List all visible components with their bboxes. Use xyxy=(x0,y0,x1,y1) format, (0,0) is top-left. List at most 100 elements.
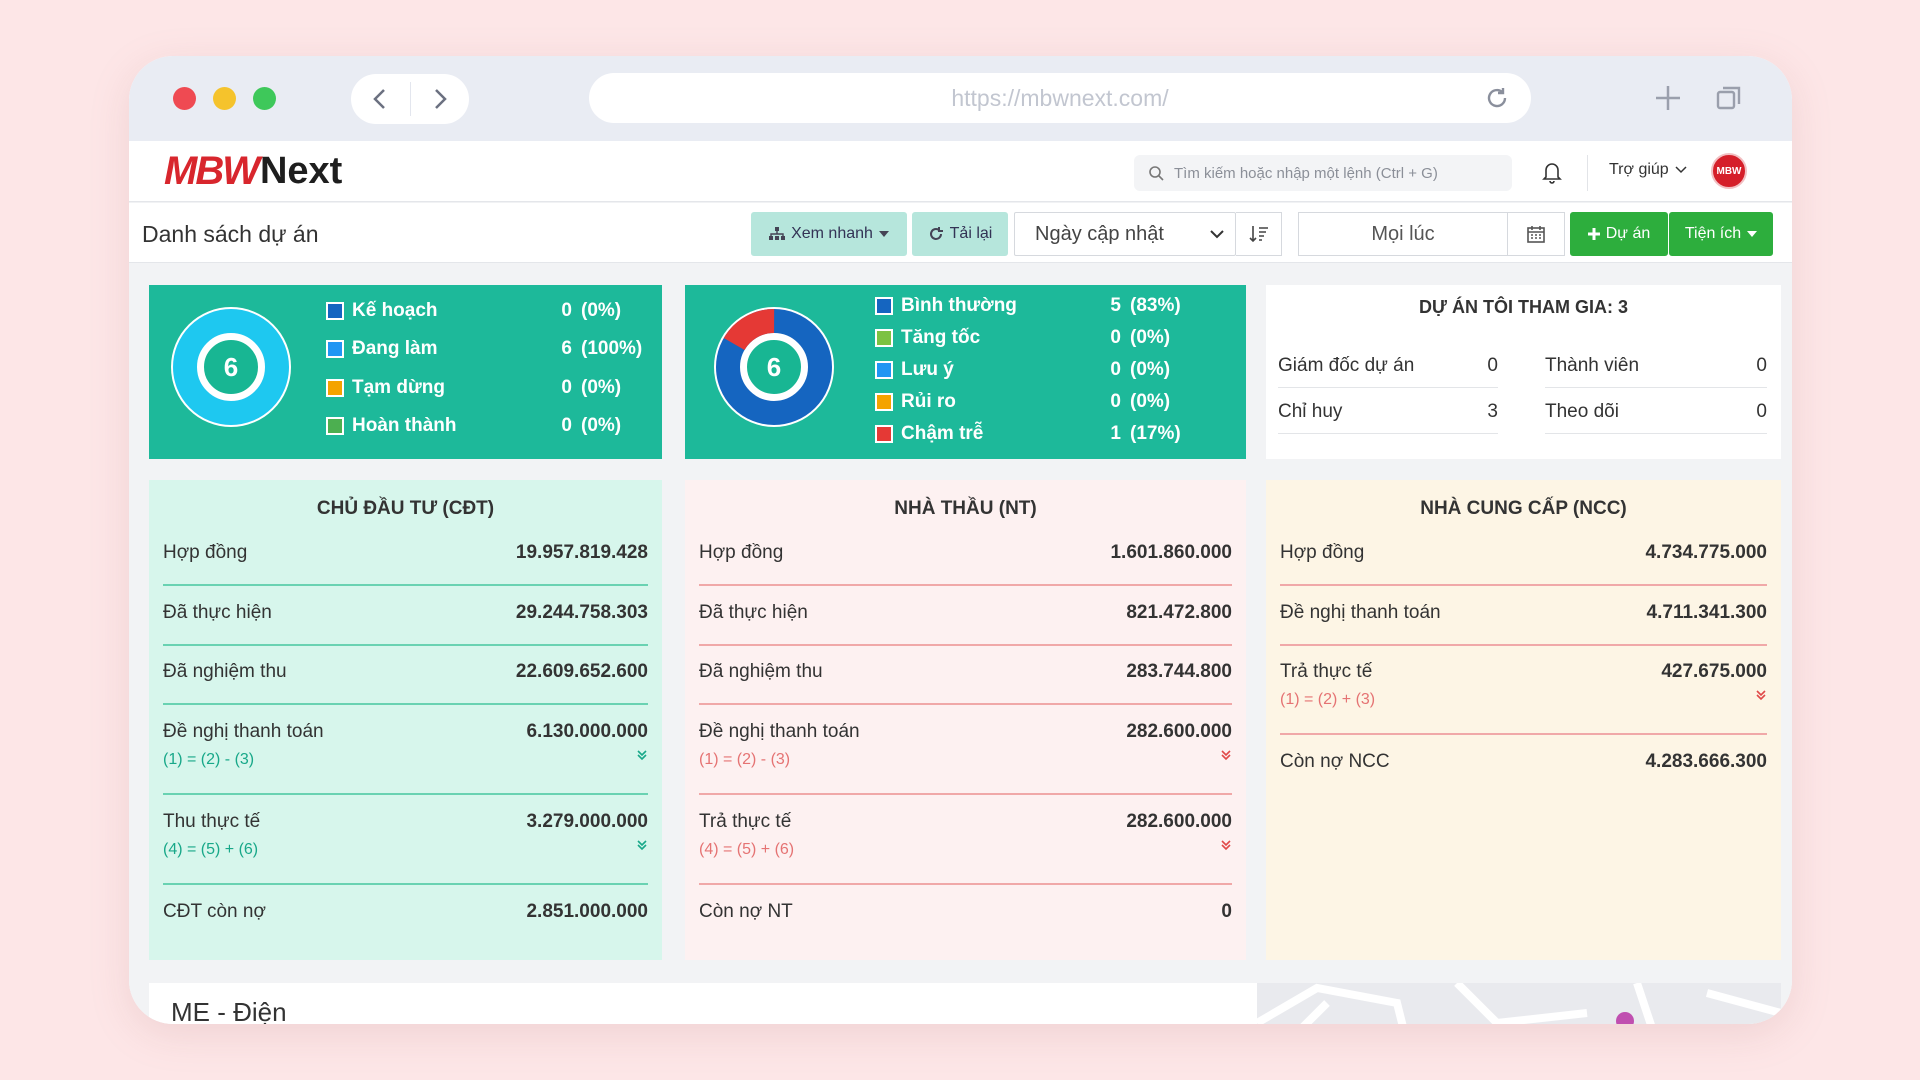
finance-value: 821.472.800 xyxy=(1126,602,1232,623)
legend-row[interactable]: Lưu ý 0 (0%) xyxy=(875,359,1170,381)
legend-row[interactable]: Bình thường 5 (83%) xyxy=(875,295,1181,317)
finance-row[interactable]: Còn nợ NT 0 xyxy=(699,901,1232,923)
legend-percent: (0%) xyxy=(1130,359,1171,380)
project-map[interactable] xyxy=(1257,983,1781,1024)
legend-swatch xyxy=(326,302,344,320)
role-count: 0 xyxy=(1756,401,1767,422)
finance-row[interactable]: Đã nghiệm thu 283.744.800 xyxy=(699,661,1232,683)
finance-label: Đã thực hiện xyxy=(699,602,808,623)
map-roads xyxy=(1257,983,1781,1024)
finance-row[interactable]: Đề nghị thanh toán 282.600.000 (1) = (2) … xyxy=(699,721,1232,781)
legend-row[interactable]: Đang làm 6 (100%) xyxy=(326,338,642,360)
legend-count: 0 xyxy=(1110,359,1121,380)
double-chevron-down-icon[interactable] xyxy=(636,839,648,851)
logo-mbw-text: MBW xyxy=(164,148,260,193)
search-input[interactable] xyxy=(1174,164,1494,182)
new-tab-icon[interactable] xyxy=(1653,83,1683,113)
member-role-row[interactable]: Chỉ huy 3 xyxy=(1278,401,1498,434)
member-role-row[interactable]: Thành viên 0 xyxy=(1545,355,1767,388)
address-bar[interactable]: https://mbwnext.com/ xyxy=(589,73,1531,123)
legend-percent: (0%) xyxy=(1130,327,1171,348)
finance-row[interactable]: Hợp đồng 4.734.775.000 xyxy=(1280,542,1767,564)
member-role-row[interactable]: Theo dõi 0 xyxy=(1545,401,1767,434)
finance-row[interactable]: Đã nghiệm thu 22.609.652.600 xyxy=(163,661,648,683)
browser-chrome: https://mbwnext.com/ xyxy=(129,56,1792,141)
finance-row[interactable]: CĐT còn nợ 2.851.000.000 xyxy=(163,901,648,923)
map-pin-icon[interactable] xyxy=(1616,1012,1634,1024)
legend-row[interactable]: Kế hoạch 0 (0%) xyxy=(326,300,621,322)
finance-value: 2.851.000.000 xyxy=(526,901,648,922)
legend-count: 0 xyxy=(561,415,572,436)
finance-row[interactable]: Đã thực hiện 821.472.800 xyxy=(699,602,1232,624)
finance-label: Thu thực tế xyxy=(163,811,261,832)
role-count: 0 xyxy=(1487,355,1498,376)
status-total: 6 xyxy=(224,352,238,382)
legend-swatch xyxy=(875,425,893,443)
project-card[interactable]: ME - Điện xyxy=(149,983,1266,1024)
legend-row[interactable]: Chậm trễ 1 (17%) xyxy=(875,423,1181,445)
utilities-label: Tiện ích xyxy=(1684,225,1742,242)
date-range-input[interactable]: Mọi lúc xyxy=(1298,212,1508,256)
reload-button[interactable]: Tải lại xyxy=(912,212,1008,256)
finance-row[interactable]: Đề nghị thanh toán 4.711.341.300 xyxy=(1280,602,1767,624)
member-role-row[interactable]: Giám đốc dự án 0 xyxy=(1278,355,1498,388)
maximize-window-button[interactable] xyxy=(253,87,276,110)
investor-title: CHỦ ĐẦU TƯ (CĐT) xyxy=(316,498,495,519)
chevron-down-icon xyxy=(1675,166,1687,174)
sort-field-value: Ngày cập nhật xyxy=(1035,222,1164,245)
finance-row[interactable]: Hợp đồng 1.601.860.000 xyxy=(699,542,1232,564)
finance-formula: (1) = (2) - (3) xyxy=(699,751,791,768)
back-button[interactable] xyxy=(351,74,410,124)
notifications-bell-icon[interactable] xyxy=(1542,160,1562,184)
legend-row[interactable]: Rủi ro 0 (0%) xyxy=(875,391,1170,413)
url-text: https://mbwnext.com/ xyxy=(951,84,1169,111)
sort-direction-button[interactable] xyxy=(1236,212,1282,256)
forward-button[interactable] xyxy=(411,74,470,124)
legend-count: 1 xyxy=(1110,423,1121,444)
mbw-next-logo[interactable]: MBW Next xyxy=(164,148,343,193)
legend-row[interactable]: Hoàn thành 0 (0%) xyxy=(326,415,621,437)
quick-view-button[interactable]: Xem nhanh xyxy=(751,212,907,256)
reload-icon[interactable] xyxy=(1485,86,1509,110)
project-status-card: 6 Kế hoạch 0 (0%) Đang làm 6 (100%) Tạm … xyxy=(149,285,662,459)
supplier-finance-card: NHÀ CUNG CẤP (NCC) Hợp đồng 4.734.775.000… xyxy=(1266,480,1781,960)
utilities-button[interactable]: Tiện ích xyxy=(1669,212,1773,256)
legend-count: 0 xyxy=(1110,391,1121,412)
calendar-button[interactable] xyxy=(1508,212,1565,256)
tabs-overview-icon[interactable] xyxy=(1715,84,1743,112)
legend-percent: (17%) xyxy=(1130,423,1181,444)
role-label: Thành viên xyxy=(1545,355,1640,376)
legend-row[interactable]: Tăng tốc 0 (0%) xyxy=(875,327,1170,349)
finance-row[interactable]: Trả thực tế 427.675.000 (1) = (2) + (3) xyxy=(1280,661,1767,721)
legend-label: Chậm trễ xyxy=(901,423,984,444)
finance-row[interactable]: Hợp đồng 19.957.819.428 xyxy=(163,542,648,564)
finance-value: 4.283.666.300 xyxy=(1645,751,1767,772)
double-chevron-down-icon[interactable] xyxy=(636,749,648,761)
finance-row[interactable]: Đề nghị thanh toán 6.130.000.000 (1) = (2… xyxy=(163,721,648,781)
logo-next-text: Next xyxy=(259,149,343,192)
global-search[interactable] xyxy=(1134,155,1512,191)
legend-row[interactable]: Tạm dừng 0 (0%) xyxy=(326,377,621,399)
double-chevron-down-icon[interactable] xyxy=(1220,839,1232,851)
sort-field-select[interactable]: Ngày cập nhật xyxy=(1014,212,1236,256)
legend-label: Bình thường xyxy=(901,295,1017,316)
close-window-button[interactable] xyxy=(173,87,196,110)
finance-row[interactable]: Còn nợ NCC 4.283.666.300 xyxy=(1280,751,1767,773)
double-chevron-down-icon[interactable] xyxy=(1755,689,1767,701)
legend-swatch xyxy=(326,379,344,397)
progress-donut-chart: 6 xyxy=(714,307,834,427)
finance-label: Trả thực tế xyxy=(699,811,792,832)
help-menu[interactable]: Trợ giúp xyxy=(1609,161,1687,179)
finance-value: 29.244.758.303 xyxy=(515,602,648,623)
user-avatar[interactable]: MBW xyxy=(1711,153,1747,189)
sitemap-icon xyxy=(769,227,786,240)
minimize-window-button[interactable] xyxy=(213,87,236,110)
add-project-button[interactable]: Dự án xyxy=(1570,212,1668,256)
finance-row[interactable]: Trả thực tế 282.600.000 (4) = (5) + (6) xyxy=(699,811,1232,871)
search-icon xyxy=(1149,166,1164,181)
finance-value: 4.734.775.000 xyxy=(1645,542,1767,563)
finance-row[interactable]: Thu thực tế 3.279.000.000 (4) = (5) + (6) xyxy=(163,811,648,871)
finance-row[interactable]: Đã thực hiện 29.244.758.303 xyxy=(163,602,648,624)
caret-down-icon xyxy=(1747,231,1758,237)
double-chevron-down-icon[interactable] xyxy=(1220,749,1232,761)
